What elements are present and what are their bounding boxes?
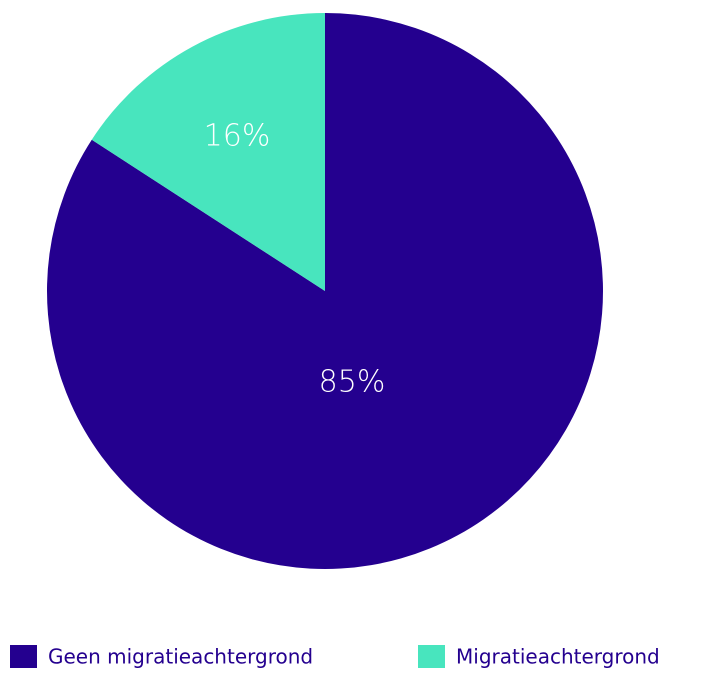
legend-label: Migratieachtergrond <box>456 645 660 669</box>
value-label: 85% <box>319 365 386 400</box>
legend-swatch <box>418 645 445 668</box>
pie-slice <box>46 13 603 570</box>
legend-swatch <box>10 645 37 668</box>
pie-slice <box>91 13 325 291</box>
value-label: 16% <box>204 119 271 154</box>
legend-label: Geen migratieachtergrond <box>48 645 313 669</box>
